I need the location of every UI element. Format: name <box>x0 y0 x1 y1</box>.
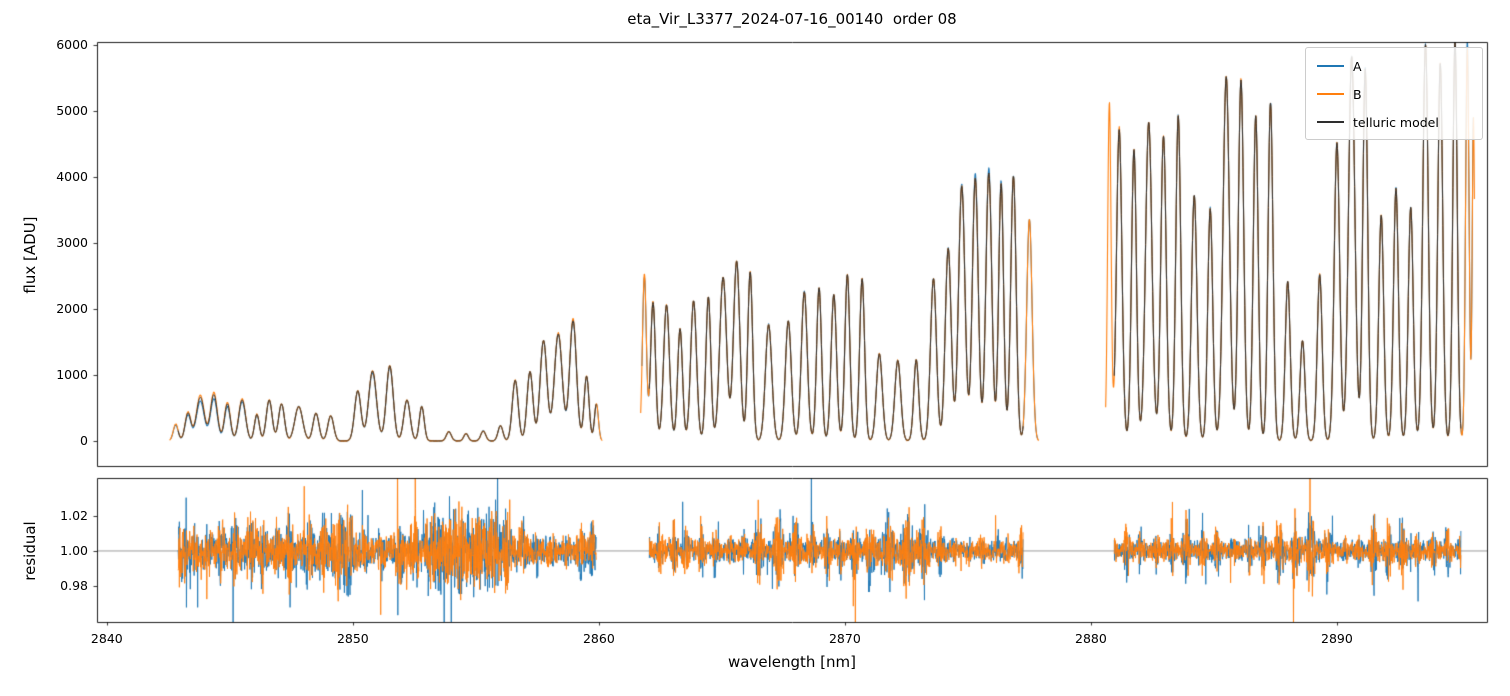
flux-y-tick-label: 6000 <box>56 37 88 53</box>
flux-y-tick-label: 3000 <box>56 235 88 251</box>
x-tick-label: 2860 <box>582 631 615 646</box>
residual-y-tick-label: 1.02 <box>60 508 88 524</box>
plot-title: eta_Vir_L3377_2024-07-16_00140 order 08 <box>627 10 957 28</box>
legend: A B telluric model <box>1305 47 1483 140</box>
legend-entry-telluric-model: telluric model <box>1306 112 1439 132</box>
legend-label-a: A <box>1353 58 1362 74</box>
legend-entry-b: B <box>1306 84 1362 104</box>
legend-swatch-a-line <box>1317 65 1344 67</box>
flux-y-tick-label: 1000 <box>56 367 88 383</box>
flux-y-tick-label: 2000 <box>56 301 88 317</box>
x-tick-label: 2880 <box>1075 631 1107 646</box>
legend-swatch-b-line <box>1317 93 1344 95</box>
x-tick-label: 2850 <box>336 631 369 646</box>
legend-label-telluric-model: telluric model <box>1353 114 1439 130</box>
wavelength-axis-label: wavelength [nm] <box>728 653 856 671</box>
residual-y-tick-label: 0.98 <box>60 578 88 594</box>
x-tick-label: 2840 <box>90 631 123 646</box>
legend-entry-a: A <box>1306 56 1362 76</box>
legend-swatch-telluric-line <box>1317 121 1344 123</box>
flux-y-tick-label: 4000 <box>56 169 88 185</box>
x-tick-label: 2870 <box>828 631 861 646</box>
x-tick-label: 2890 <box>1321 631 1353 646</box>
legend-label-b: B <box>1353 86 1362 102</box>
flux-y-tick-label: 5000 <box>56 103 88 119</box>
residual-y-tick-label: 1.00 <box>60 543 88 559</box>
flux-y-tick-label: 0 <box>80 433 88 449</box>
